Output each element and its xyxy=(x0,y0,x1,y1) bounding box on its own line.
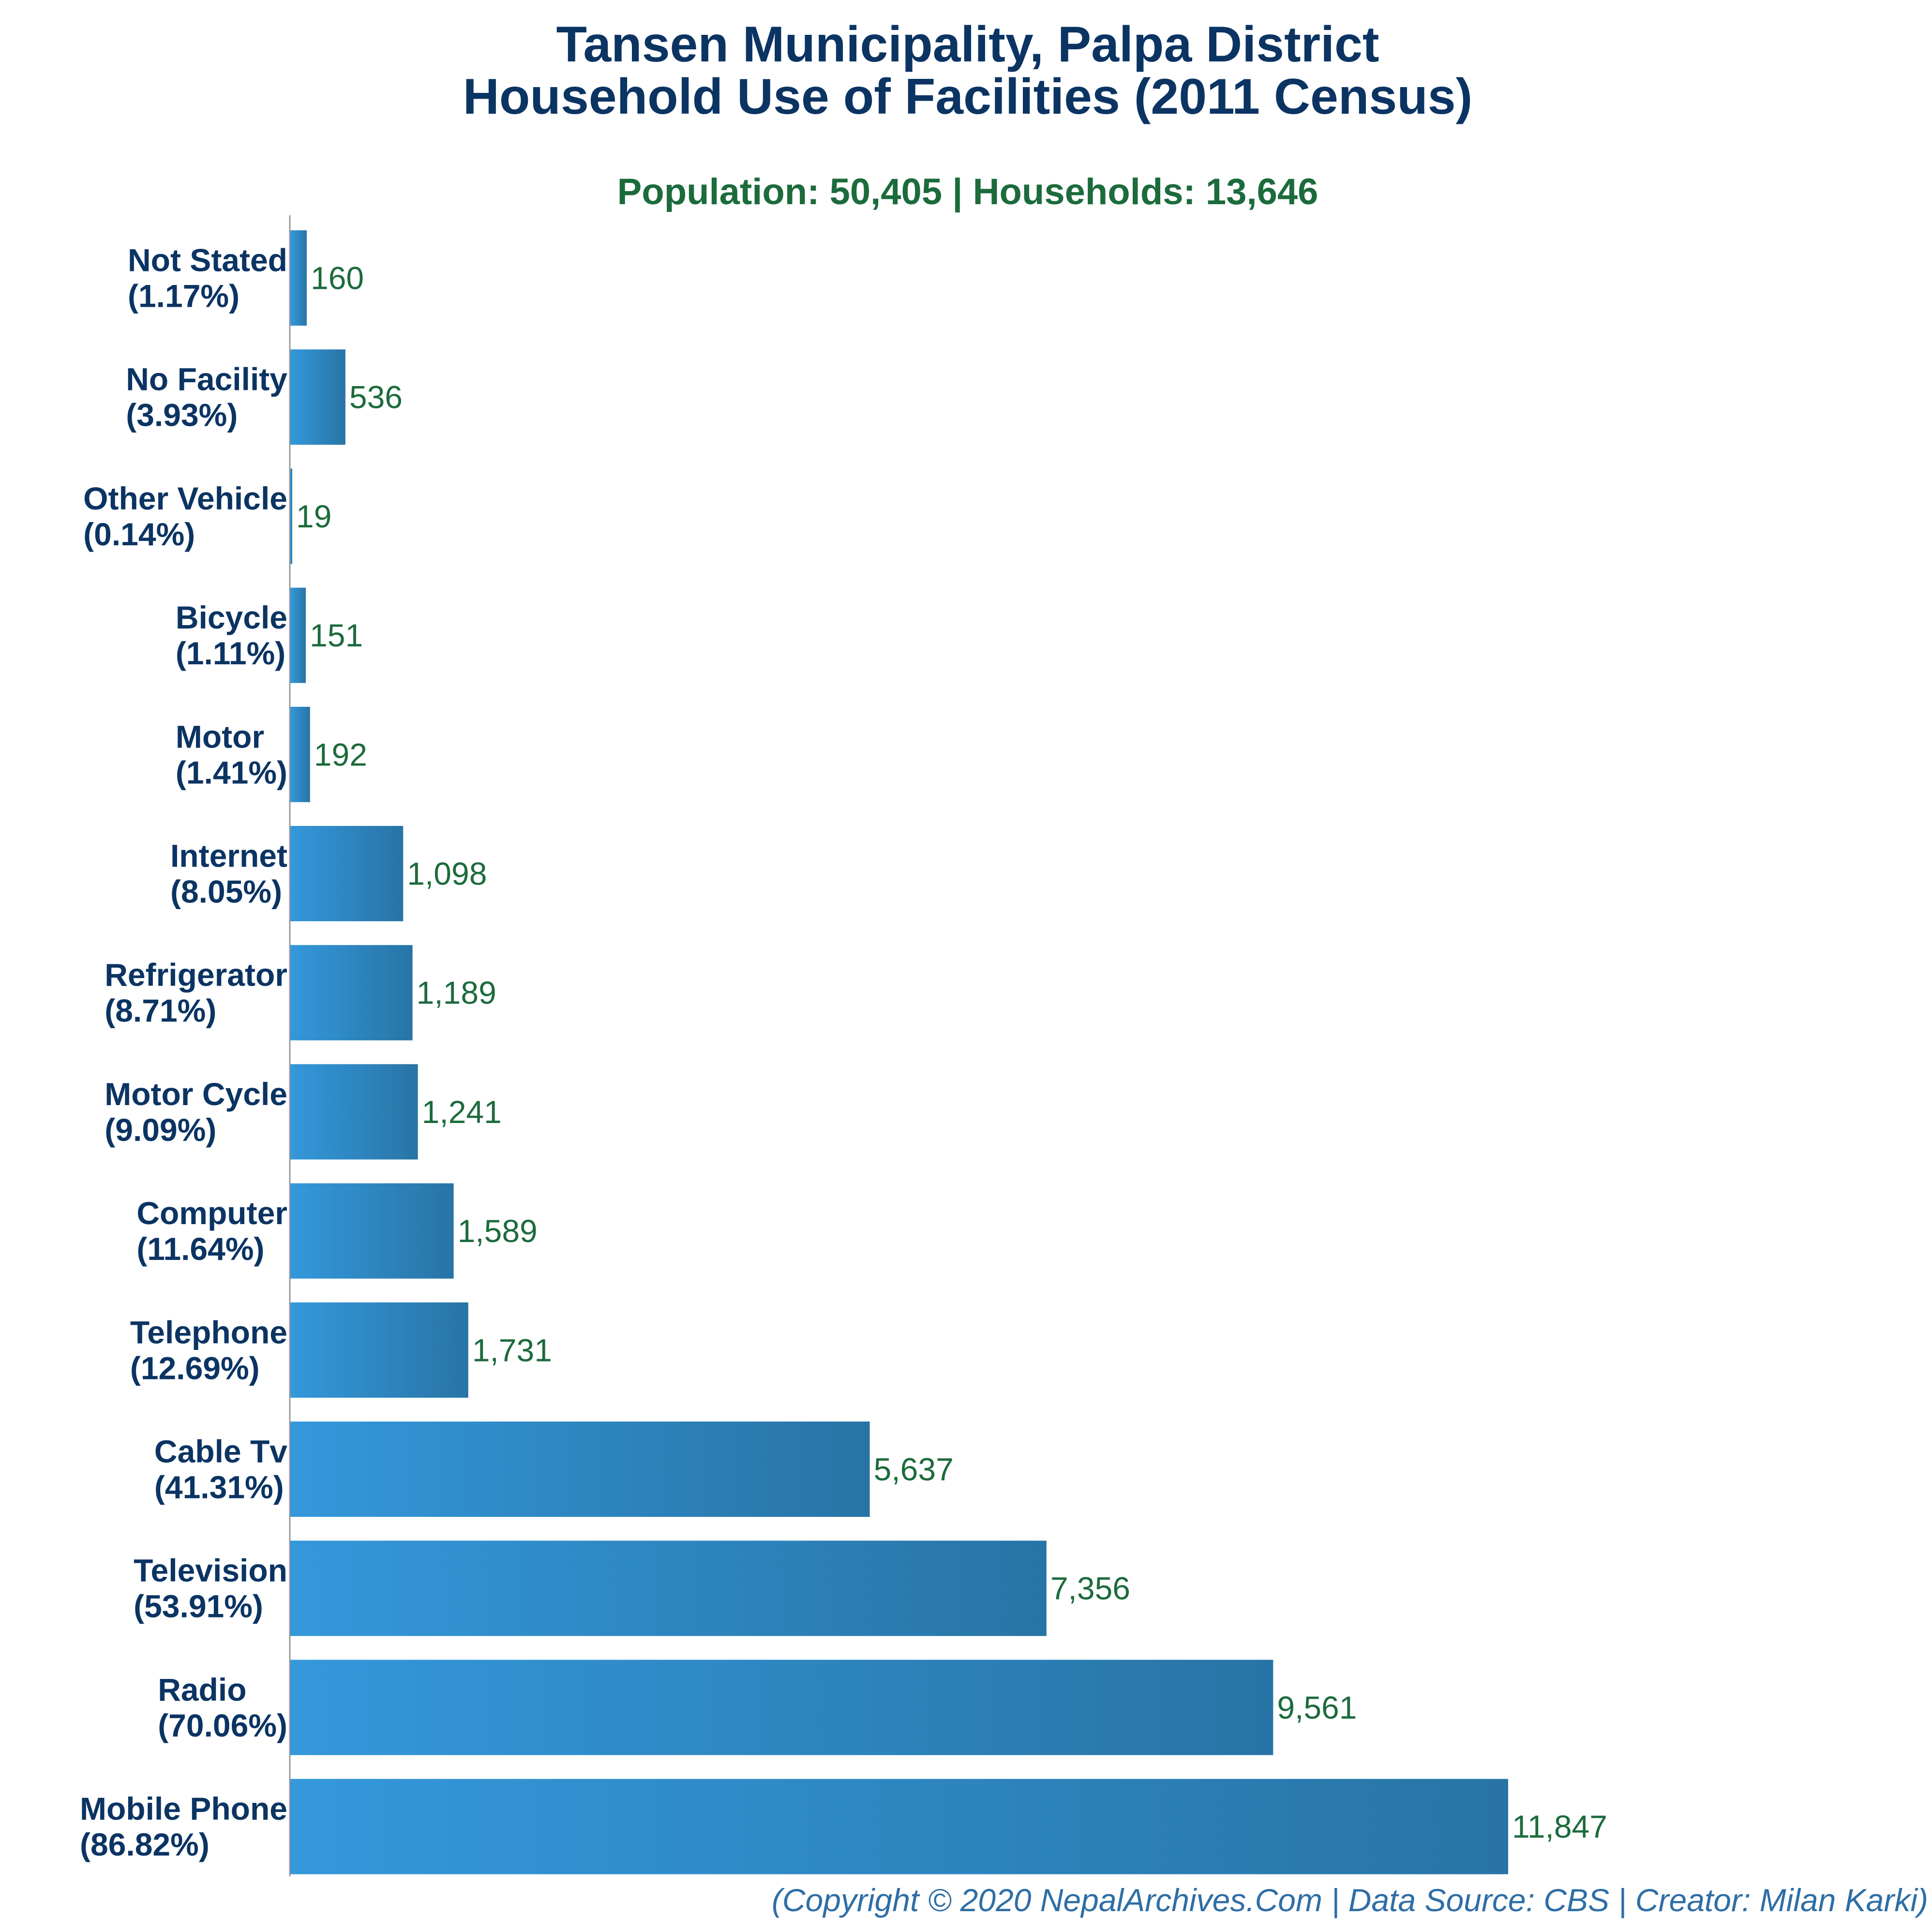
value-label-not-stated: 160 xyxy=(311,260,364,296)
category-percent-radio: (70.06%) xyxy=(158,1707,287,1743)
category-percent-other-vehicle: (0.14%) xyxy=(83,516,195,552)
value-label-bicycle: 151 xyxy=(310,617,363,653)
bar-not-stated xyxy=(290,230,307,326)
category-percent-refrigerator: (8.71%) xyxy=(105,993,216,1029)
category-label-bicycle: Bicycle xyxy=(176,599,287,635)
chart-title-line-1: Tansen Municipality, Palpa District xyxy=(556,16,1379,73)
category-percent-mobile-phone: (86.82%) xyxy=(80,1827,210,1862)
bar-radio xyxy=(290,1660,1273,1755)
category-labels-group: Not Stated(1.17%) No Facility(3.93%) Other… xyxy=(80,242,287,1863)
bar-internet xyxy=(290,826,404,921)
footer-credit: (Copyright © 2020 NepalArchives.Com | Da… xyxy=(772,1882,1928,1919)
category-label-other-vehicle: Other Vehicle xyxy=(83,480,287,516)
bar-other-vehicle xyxy=(290,468,293,564)
bars-group xyxy=(290,230,1508,1874)
value-label-radio: 9,561 xyxy=(1277,1690,1357,1725)
category-percent-television: (53.91%) xyxy=(134,1588,263,1624)
bar-motor xyxy=(290,706,310,802)
category-percent-not-stated: (1.17%) xyxy=(128,278,240,314)
category-label-not-stated: Not Stated xyxy=(128,242,287,278)
bar-refrigerator xyxy=(290,945,413,1041)
bar-television xyxy=(290,1541,1047,1636)
value-label-motor-cycle: 1,241 xyxy=(422,1094,502,1130)
value-label-mobile-phone: 11,847 xyxy=(1512,1809,1607,1844)
category-label-no-facility: No Facility xyxy=(126,361,287,397)
value-label-refrigerator: 1,189 xyxy=(417,975,496,1011)
value-label-telephone: 1,731 xyxy=(472,1332,552,1368)
category-label-motor: Motor xyxy=(176,719,264,754)
value-label-computer: 1,589 xyxy=(458,1213,538,1249)
bar-no-facility xyxy=(290,349,345,445)
category-label-internet: Internet xyxy=(170,838,287,874)
bar-telephone xyxy=(290,1302,468,1398)
category-percent-no-facility: (3.93%) xyxy=(126,397,238,433)
bar-mobile-phone xyxy=(290,1779,1508,1874)
category-percent-bicycle: (1.11%) xyxy=(176,635,285,671)
value-label-motor: 192 xyxy=(314,736,367,772)
category-percent-cable-tv: (41.31%) xyxy=(154,1469,284,1505)
category-label-mobile-phone: Mobile Phone xyxy=(80,1791,287,1827)
value-label-other-vehicle: 19 xyxy=(296,498,331,534)
value-labels-group: 160 536 19 151 192 1,098 1,189 1,241 1,589 1,731 5… xyxy=(296,260,1607,1845)
category-percent-computer: (11.64%) xyxy=(136,1231,264,1267)
chart-subtitle: Population: 50,405 | Households: 13,646 xyxy=(617,171,1318,213)
bar-computer xyxy=(290,1183,454,1279)
value-label-cable-tv: 5,637 xyxy=(874,1452,954,1487)
category-label-telephone: Telephone xyxy=(130,1314,287,1350)
category-label-radio: Radio xyxy=(158,1672,246,1707)
category-label-motor-cycle: Motor Cycle xyxy=(105,1076,287,1112)
bar-motor-cycle xyxy=(290,1064,418,1160)
category-percent-internet: (8.05%) xyxy=(170,874,282,910)
value-label-internet: 1,098 xyxy=(407,856,487,892)
category-percent-motor-cycle: (9.09%) xyxy=(105,1112,216,1148)
bar-cable-tv xyxy=(290,1422,870,1517)
category-label-cable-tv: Cable Tv xyxy=(154,1434,287,1469)
category-label-television: Television xyxy=(134,1553,287,1588)
chart-title-line-2: Household Use of Facilities (2011 Census… xyxy=(463,69,1472,125)
category-label-refrigerator: Refrigerator xyxy=(105,957,287,993)
category-percent-telephone: (12.69%) xyxy=(130,1350,260,1386)
value-label-no-facility: 536 xyxy=(349,379,403,415)
bar-bicycle xyxy=(290,587,306,683)
category-label-computer: Computer xyxy=(136,1195,287,1231)
category-percent-motor: (1.41%) xyxy=(176,754,287,790)
value-label-television: 7,356 xyxy=(1050,1571,1130,1606)
